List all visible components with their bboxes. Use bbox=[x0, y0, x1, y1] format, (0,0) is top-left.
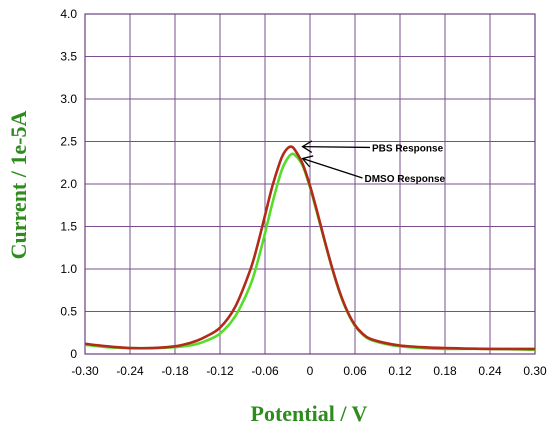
x-tick-label: -0.06 bbox=[251, 364, 279, 378]
y-tick-label: 1.5 bbox=[60, 220, 77, 234]
x-tick-labels: -0.30 -0.24 -0.18 -0.12 -0.06 0 0.06 0.12 0.18 0.… bbox=[71, 364, 547, 378]
annotation-dmso-response: DMSO Response bbox=[301, 155, 446, 185]
annotation-pbs-response: PBS Response bbox=[301, 140, 444, 154]
y-tick-label: 2.5 bbox=[60, 135, 77, 149]
y-tick-label: 4.0 bbox=[60, 7, 77, 21]
y-tick-label: 2.0 bbox=[60, 177, 77, 191]
plot-frame bbox=[84, 13, 536, 355]
x-tick-label: 0.24 bbox=[478, 364, 502, 378]
x-tick-label: -0.30 bbox=[71, 364, 99, 378]
annotation-arrow-line bbox=[302, 157, 363, 179]
plot-border bbox=[84, 13, 536, 355]
y-tick-label: 1.0 bbox=[60, 262, 77, 276]
x-tick-label: 0.06 bbox=[343, 364, 367, 378]
annotation-arrow-head bbox=[301, 140, 313, 154]
y-tick-label: 0 bbox=[70, 347, 77, 361]
x-tick-label: -0.18 bbox=[161, 364, 189, 378]
x-tick-label: -0.12 bbox=[206, 364, 234, 378]
annotation-layer: PBS Response DMSO Response bbox=[301, 140, 446, 185]
x-tick-label: 0.30 bbox=[523, 364, 547, 378]
x-tick-label: -0.24 bbox=[116, 364, 144, 378]
x-axis-title: Potential / V bbox=[251, 401, 368, 426]
x-tick-label: 0.12 bbox=[388, 364, 412, 378]
annotation-arrow-line bbox=[302, 145, 371, 149]
x-tick-label: 0.18 bbox=[433, 364, 457, 378]
annotation-label: PBS Response bbox=[372, 143, 444, 154]
y-axis-title: Current / 1e-5A bbox=[6, 111, 31, 260]
y-tick-labels: 0 0.5 1.0 1.5 2.0 2.5 3.0 3.5 4.0 bbox=[60, 7, 77, 361]
series-line-pbs-response bbox=[84, 145, 536, 351]
y-tick-label: 3.5 bbox=[60, 50, 77, 64]
annotation-arrow-head bbox=[301, 155, 314, 168]
series-layer bbox=[84, 145, 536, 352]
annotation-label: DMSO Response bbox=[365, 174, 446, 185]
x-tick-label: 0 bbox=[307, 364, 314, 378]
y-tick-label: 3.0 bbox=[60, 92, 77, 106]
y-tick-label: 0.5 bbox=[60, 305, 77, 319]
